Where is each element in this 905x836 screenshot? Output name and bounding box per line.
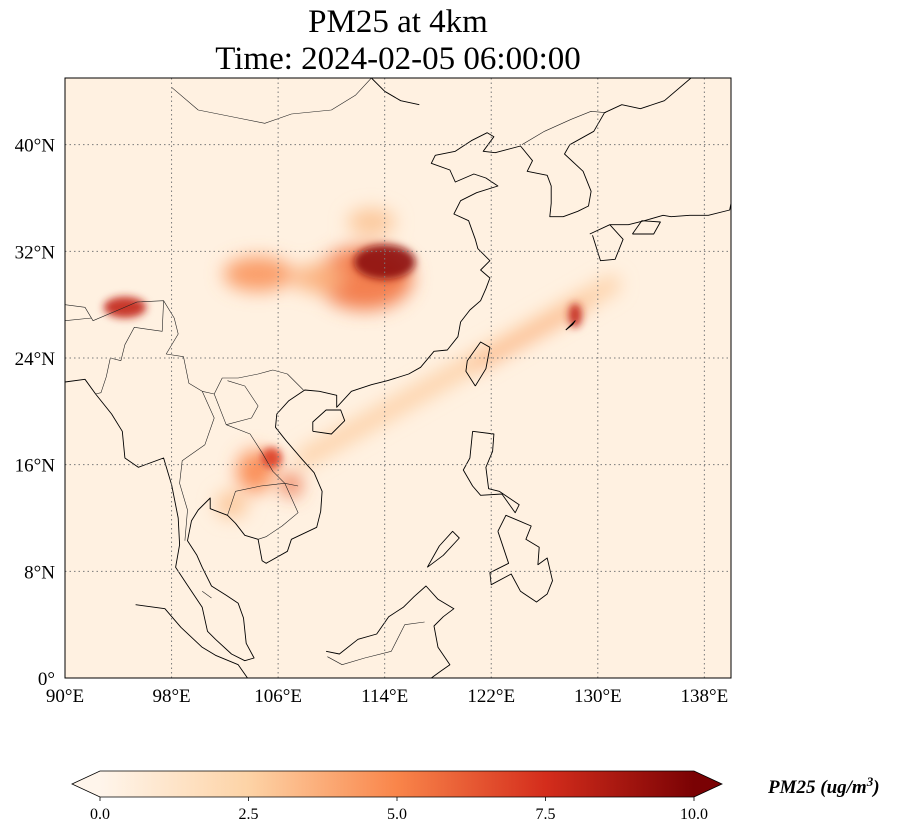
map-background <box>65 78 731 678</box>
lon-tick-label: 114°E <box>361 686 408 707</box>
country-border <box>95 300 164 395</box>
country-border <box>226 380 259 425</box>
lon-tick-label: 106°E <box>254 686 302 707</box>
pm25-plume <box>291 263 345 293</box>
gridlines <box>65 78 731 678</box>
lon-tick-label: 90°E <box>46 686 84 707</box>
lat-tick-label: 16°N <box>15 456 56 477</box>
lat-tick-label: 40°N <box>15 136 56 157</box>
country-border <box>227 482 299 540</box>
coastline <box>632 220 661 235</box>
colorbar-tick-label: 0.0 <box>90 806 110 823</box>
colorbar-ticks: 0.0 2.5 5.0 7.5 10.0 <box>90 797 708 823</box>
country-border <box>65 300 304 395</box>
map-panel: 90°E 98°E 106°E 114°E 122°E 130°E 138°E 0° 8°N 1… <box>15 77 732 707</box>
lon-tick-labels: 90°E 98°E 106°E 114°E 122°E 130°E 138°E <box>46 686 728 707</box>
coastline <box>65 112 605 662</box>
colorbar: 0.0 2.5 5.0 7.5 10.0 PM25 (ug/m3) <box>71 770 880 823</box>
country-border <box>179 391 215 541</box>
coastline <box>426 530 460 568</box>
coastline <box>565 320 576 331</box>
coastline <box>489 514 553 603</box>
coastline <box>312 409 346 435</box>
country-borders <box>65 78 606 666</box>
coastline <box>135 604 248 678</box>
pm25-plume <box>260 447 283 469</box>
pm25-plume <box>354 244 416 280</box>
colorbar-gradient <box>100 771 694 797</box>
coastlines <box>65 78 731 678</box>
lat-tick-label: 8°N <box>24 562 55 583</box>
map-title: PM25 at 4km Time: 2024-02-05 06:00:00 <box>65 4 731 78</box>
lat-tick-label: 24°N <box>15 349 56 370</box>
pm25-plume <box>568 303 582 328</box>
lon-tick-label: 130°E <box>574 686 622 707</box>
coastline <box>604 78 692 114</box>
coastline <box>326 585 455 678</box>
lat-tick-label: 0° <box>38 669 55 690</box>
colorbar-max-extend <box>694 771 722 797</box>
coastline <box>462 430 520 514</box>
colorbar-tick-label: 10.0 <box>680 806 708 823</box>
country-border <box>327 621 425 666</box>
pm25-plume <box>347 208 396 236</box>
lat-tick-labels: 0° 8°N 16°N 24°N 32°N 40°N <box>15 136 56 690</box>
pm25-plume <box>215 491 248 518</box>
lon-tick-label: 98°E <box>152 686 190 707</box>
colorbar-min-extend <box>72 771 100 797</box>
lon-tick-label: 122°E <box>467 686 515 707</box>
colorbar-tick-label: 5.0 <box>387 806 407 823</box>
coastline <box>465 341 491 387</box>
colorbar-tick-label: 2.5 <box>239 806 259 823</box>
lat-tick-label: 32°N <box>15 242 56 263</box>
title-time: Time: 2024-02-05 06:00:00 <box>215 41 581 77</box>
title-variable: PM25 at 4km <box>308 4 488 40</box>
colorbar-tick-label: 7.5 <box>536 806 556 823</box>
lon-tick-label: 138°E <box>681 686 729 707</box>
pm25-transport-band <box>473 299 590 370</box>
country-border <box>202 591 212 599</box>
coastline <box>371 78 420 106</box>
map-frame <box>64 77 732 679</box>
coastline <box>589 203 731 235</box>
country-border <box>521 111 606 145</box>
country-border <box>65 317 92 322</box>
pm25-plume <box>223 256 293 292</box>
coastline <box>592 224 624 262</box>
colorbar-label: PM25 (ug/m3) <box>767 774 880 799</box>
